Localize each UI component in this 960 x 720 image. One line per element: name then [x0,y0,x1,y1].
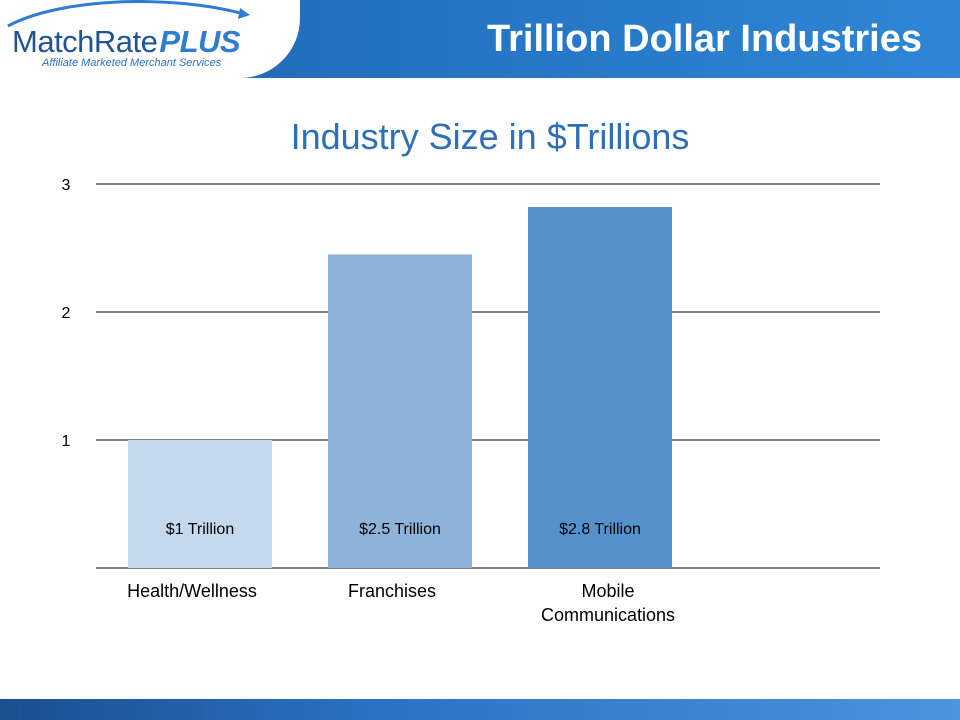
bars [128,207,672,569]
bar-chart: Industry Size in $Trillions 1 2 3 $1 Trilli… [62,116,880,625]
y-tick-label: 2 [62,305,71,322]
data-label: $1 Trillion [166,521,234,538]
y-tick-label: 1 [62,433,71,450]
category-label-line: Franchises [348,581,436,601]
logo-main-text: MatchRate [12,24,158,59]
bar [528,207,672,569]
logo-wordmark: MatchRatePLUS [12,24,241,60]
data-label: $2.8 Trillion [559,521,641,538]
y-tick-label: 3 [62,177,71,194]
logo-tagline: Affiliate Marketed Merchant Services [42,57,222,69]
labels: 1 2 3 $1 Trillion Health/Wellness $2.5 Trilli… [62,177,675,625]
logo-swoosh-icon [7,0,250,28]
logo-panel [0,0,300,78]
bar [128,440,272,568]
bar [328,254,472,568]
category-label-line: Mobile [581,581,634,601]
chart-title: Industry Size in $Trillions [291,116,690,157]
category-label: Mobile Communications [541,581,675,625]
category-label-line: Health/Wellness [127,581,257,601]
category-label: Health/Wellness [127,581,257,601]
slide-title: Trillion Dollar Industries [487,18,922,60]
header-bar: MatchRatePLUS Affiliate Marketed Merchan… [0,0,960,78]
footer-bar [0,699,960,720]
logo-plus-text: PLUS [159,24,241,59]
data-label: $2.5 Trillion [359,521,441,538]
category-label: Franchises [348,581,436,601]
category-label-line: Communications [541,605,675,625]
